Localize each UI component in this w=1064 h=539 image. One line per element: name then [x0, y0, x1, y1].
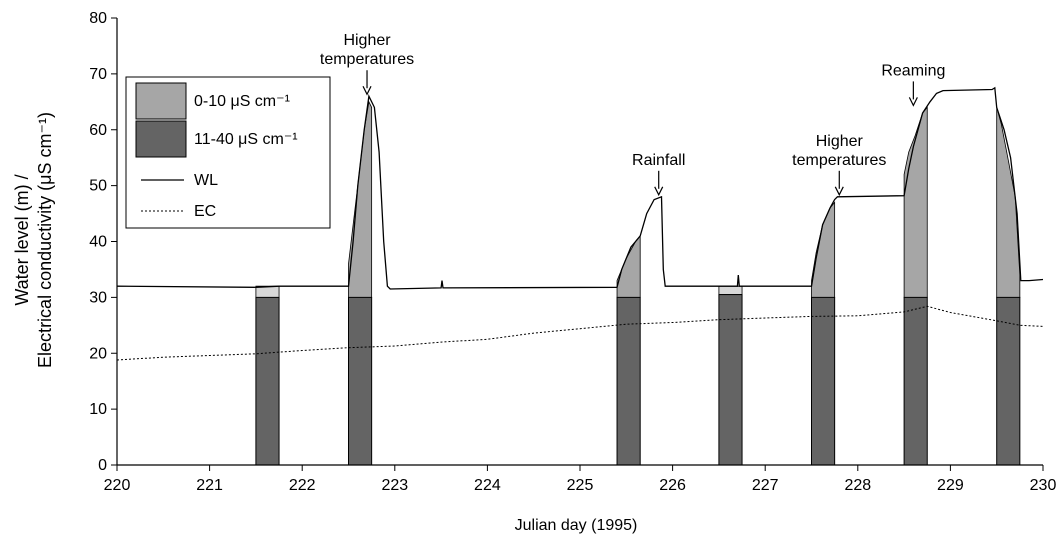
bar-6-dark-segment — [903, 296, 928, 466]
annotation-arrowhead-1 — [362, 85, 372, 96]
y-tick-label: 0 — [98, 457, 107, 474]
bar-2-dark-segment — [348, 296, 373, 466]
x-tick-label: 226 — [659, 477, 686, 494]
y-tick-label: 10 — [89, 401, 107, 418]
x-tick-label: 223 — [381, 477, 408, 494]
x-tick-label: 225 — [567, 477, 594, 494]
x-axis-label: Julian day (1995) — [515, 517, 638, 534]
annotation-text-1: temperatures — [320, 51, 414, 68]
bar-3-dark-segment — [616, 296, 641, 466]
bar-5-dark-segment — [811, 296, 836, 466]
legend-swatch-light — [135, 82, 187, 120]
x-tick-label: 222 — [289, 477, 316, 494]
axes: 0 10 20 30 40 50 60 70 80 220 221 222 223 224 225 226 22… — [89, 10, 1056, 494]
legend-swatch-dark — [135, 120, 187, 158]
x-tick-label: 230 — [1030, 477, 1057, 494]
bar-2-light-segment — [348, 100, 373, 298]
legend-label-wl: WL — [194, 172, 218, 189]
y-tick-label: 50 — [89, 178, 107, 195]
y-tick-label: 60 — [89, 122, 107, 139]
annotation-arrowhead-2 — [654, 186, 664, 197]
annotation-text-2: Rainfall — [632, 152, 685, 169]
y-tick-label: 30 — [89, 289, 107, 306]
x-tick-label: 220 — [104, 477, 131, 494]
bar-3-light-segment — [616, 234, 641, 298]
y-tick-label: 40 — [89, 234, 107, 251]
annotation-text-3: Higher — [816, 133, 864, 150]
x-tick-label: 228 — [844, 477, 871, 494]
annotation-text-1: Higher — [343, 32, 391, 49]
legend-label-dark: 11-40 μS cm⁻¹ — [194, 131, 298, 148]
x-tick-label: 227 — [752, 477, 779, 494]
y-axis-label-line2: Electrical conductivity (μS cm⁻¹) — [35, 112, 55, 368]
series-lines — [116, 86, 1044, 361]
y-axis-label-line1: Water level (m) / — [12, 174, 32, 305]
series-line-ec — [116, 305, 1044, 361]
legend-label-ec: EC — [194, 203, 216, 220]
bar-4-light-segment — [718, 285, 743, 295]
annotations: Higher temperatures Rainfall Higher temperat… — [320, 32, 945, 197]
bar-7-dark-segment — [996, 296, 1021, 466]
series-line-wl — [116, 86, 1044, 290]
x-tick-label: 229 — [937, 477, 964, 494]
x-tick-label: 224 — [474, 477, 501, 494]
y-tick-label: 20 — [89, 345, 107, 362]
bar-1-light-segment — [255, 285, 280, 298]
legend-label-light: 0-10 μS cm⁻¹ — [194, 93, 290, 110]
legend: 0-10 μS cm⁻¹ 11-40 μS cm⁻¹ WL EC — [125, 76, 331, 229]
annotation-text-3: temperatures — [792, 152, 886, 169]
y-tick-label: 70 — [89, 66, 107, 83]
bar-4-dark-segment — [718, 294, 743, 466]
bar-5-light-segment — [811, 201, 836, 298]
x-tick-label: 221 — [196, 477, 223, 494]
bar-1-dark-segment — [255, 296, 280, 466]
annotation-arrowhead-4 — [908, 97, 918, 107]
annotation-text-4: Reaming — [881, 62, 945, 79]
y-tick-label: 80 — [89, 10, 107, 27]
annotation-arrowhead-3 — [834, 186, 844, 197]
bars — [255, 100, 1021, 466]
